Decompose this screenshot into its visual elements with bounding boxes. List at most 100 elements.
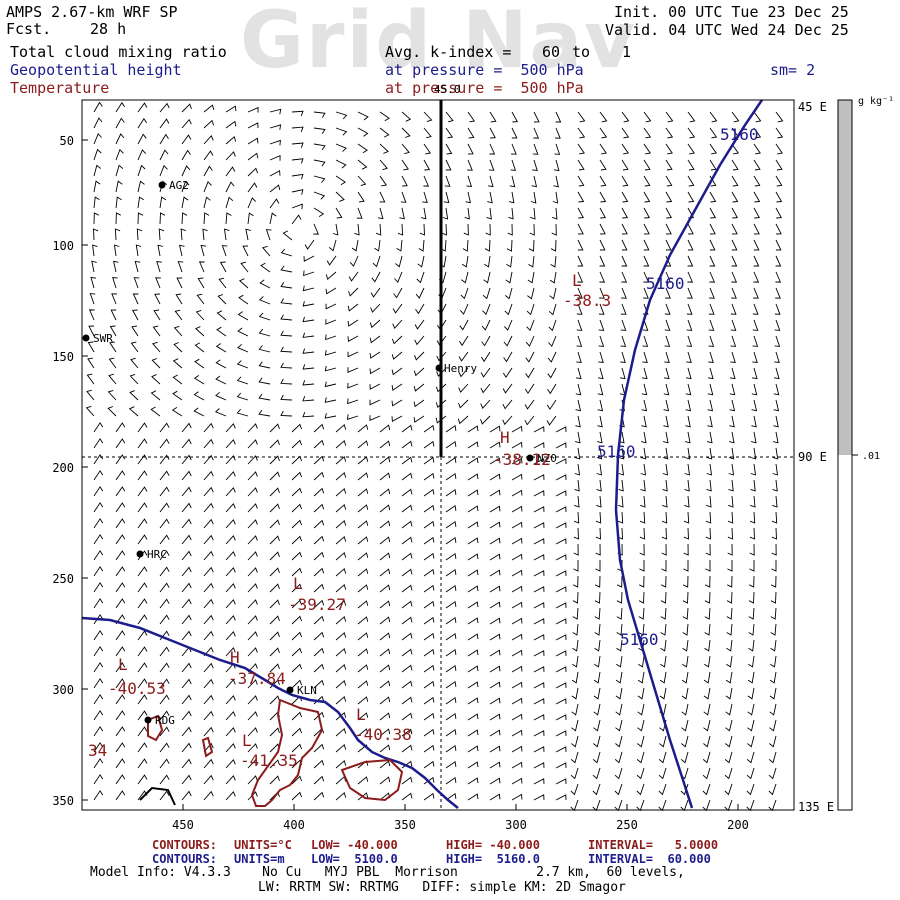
wind-barb [181, 726, 192, 737]
wind-barb [137, 486, 148, 497]
wind-barb [302, 316, 315, 323]
wind-barb [445, 777, 457, 785]
wind-barb [768, 767, 777, 780]
wind-barb [225, 166, 236, 177]
extremum-type: H [230, 648, 240, 667]
wind-barb [423, 127, 432, 139]
wind-barb [172, 390, 183, 401]
wind-barb [203, 662, 214, 673]
wind-barb [357, 159, 368, 170]
wind-barb [643, 127, 652, 139]
wind-barb [665, 191, 673, 203]
wind-barb [618, 463, 625, 476]
wind-barb [577, 271, 584, 283]
wind-barb [769, 719, 777, 732]
wind-barb [291, 173, 304, 180]
wind-barb [680, 783, 689, 796]
wind-barb [489, 777, 501, 785]
wind-barb [503, 335, 513, 347]
wind-barb [324, 413, 337, 419]
wind-barb [555, 746, 567, 753]
wind-barb [176, 277, 183, 289]
wind-barb [665, 239, 672, 251]
wind-barb [619, 367, 626, 380]
watermark: Grid Nav [240, 0, 637, 86]
wind-barb [414, 335, 425, 346]
coastline [81, 616, 459, 809]
wind-barb [621, 127, 630, 139]
wind-barb [247, 647, 258, 657]
wind-barb [599, 255, 606, 267]
x-tick-label: 400 [283, 818, 305, 832]
wind-barb [159, 133, 169, 145]
wind-barb [703, 735, 711, 748]
wind-barb [725, 735, 733, 748]
wind-barb [599, 191, 607, 203]
station-swr: SWR [93, 332, 113, 345]
wind-barb [445, 473, 457, 481]
wind-barb [247, 535, 258, 545]
wind-barb [593, 703, 601, 716]
wind-barb [181, 438, 192, 449]
x-tick-label: 350 [394, 818, 416, 832]
wind-barb [159, 710, 170, 721]
wind-barb [423, 143, 432, 155]
wind-barb [109, 341, 117, 353]
wind-barb [640, 447, 647, 460]
wind-barb [489, 681, 501, 689]
wind-barb [771, 527, 777, 540]
wind-barb [620, 351, 626, 364]
wind-barb [379, 127, 390, 138]
wind-barb [445, 127, 454, 139]
wind-barb [664, 351, 670, 364]
temperature-label: 34 [88, 741, 107, 760]
wind-barb [614, 783, 623, 796]
wind-barb [258, 409, 271, 417]
wind-barb [225, 105, 237, 113]
wind-barb [702, 799, 711, 812]
station-marker [136, 550, 144, 558]
wind-barb [423, 424, 435, 433]
wind-barb [597, 367, 604, 380]
wind-barb [181, 103, 192, 113]
wind-barb [258, 345, 271, 353]
wind-barb [401, 143, 410, 155]
wind-barb [665, 287, 671, 299]
wind-barb [663, 367, 670, 380]
wind-barb [159, 742, 170, 753]
wind-barb [302, 411, 315, 418]
wind-barb [237, 327, 249, 337]
wind-barb [746, 767, 755, 780]
wind-barb [93, 421, 104, 433]
wind-barb [571, 671, 579, 684]
wind-barb [325, 271, 337, 281]
wind-barb [115, 502, 126, 513]
wind-barb [225, 742, 236, 753]
wind-barb [115, 790, 126, 801]
wind-barb [159, 726, 170, 737]
wind-barb [643, 207, 651, 219]
wind-barb [247, 663, 258, 673]
wind-barb [181, 134, 192, 145]
wind-barb [663, 399, 670, 412]
wind-barb [488, 175, 494, 188]
wind-barb [709, 191, 717, 203]
wind-barb [86, 389, 95, 401]
wind-barb [93, 613, 104, 625]
wind-barb [247, 743, 258, 753]
wind-barb [115, 678, 126, 689]
wind-barb [181, 118, 192, 129]
model-title: AMPS 2.67-km WRF SP [6, 3, 178, 21]
wind-barb [325, 319, 337, 325]
wind-barb [335, 680, 347, 689]
wind-barb [748, 655, 755, 668]
wind-barb [423, 504, 435, 513]
wind-barb [93, 629, 104, 641]
wind-barb [481, 351, 491, 363]
wind-barb [93, 196, 100, 209]
wind-barb [357, 728, 369, 737]
field-temperature: Temperature [10, 79, 110, 97]
wind-barb [370, 303, 381, 313]
wind-barb [181, 790, 192, 801]
wind-barb [462, 239, 469, 252]
